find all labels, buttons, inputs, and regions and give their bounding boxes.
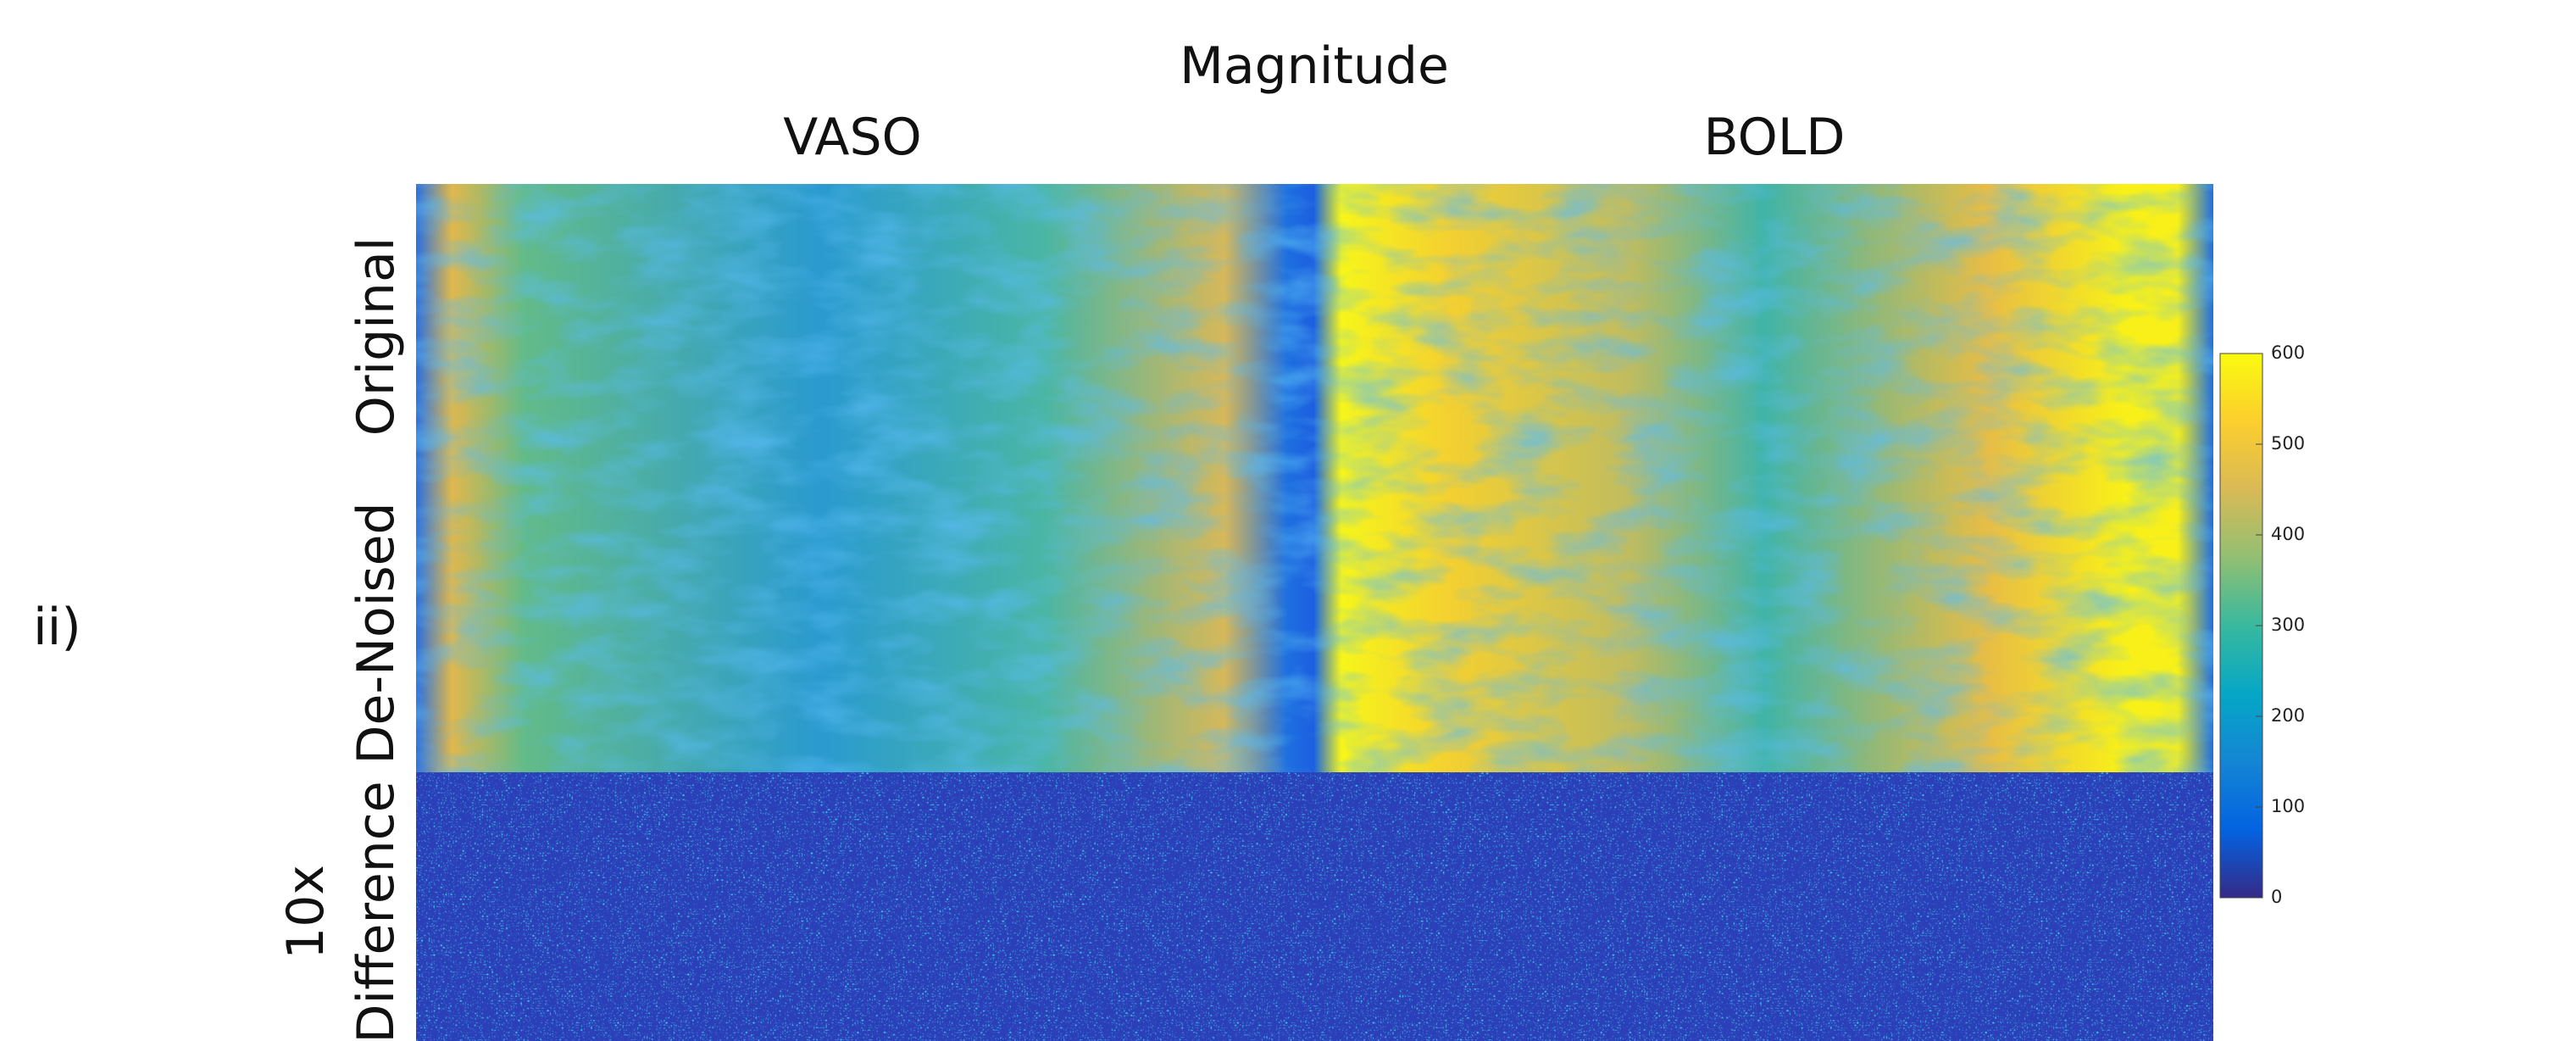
row-label: De-Noised	[347, 502, 406, 764]
colorbar-ticks: 0 100 200 300 400 500 600	[2256, 342, 2305, 907]
colorbar-tick-label: 200	[2271, 705, 2305, 726]
colorbar-tick-label: 0	[2271, 887, 2282, 907]
colorbar-tick-label: 400	[2271, 524, 2305, 544]
row-label: Original	[347, 237, 406, 437]
title: Magnitude	[1180, 36, 1449, 96]
image-texture	[1314, 480, 2213, 772]
panel-label: ii)	[33, 598, 81, 657]
figure: ii) Magnitude VASO BOLD Original De-Nois…	[0, 0, 2576, 1041]
colorbar-tick-label: 300	[2271, 615, 2305, 635]
row-label: 10x	[276, 865, 336, 960]
image-texture	[416, 480, 1314, 772]
colorbar-tick-label: 500	[2271, 433, 2305, 454]
image-texture	[416, 184, 1314, 480]
image-texture	[1314, 184, 2213, 480]
image-grid	[416, 184, 2213, 1041]
colorbar-tick-label: 600	[2271, 342, 2305, 363]
colorbar-tick-label: 100	[2271, 796, 2305, 816]
row-label: Difference	[347, 781, 406, 1041]
column-label: VASO	[783, 108, 922, 167]
column-label: BOLD	[1704, 108, 1846, 167]
image-noise	[416, 772, 2213, 1041]
